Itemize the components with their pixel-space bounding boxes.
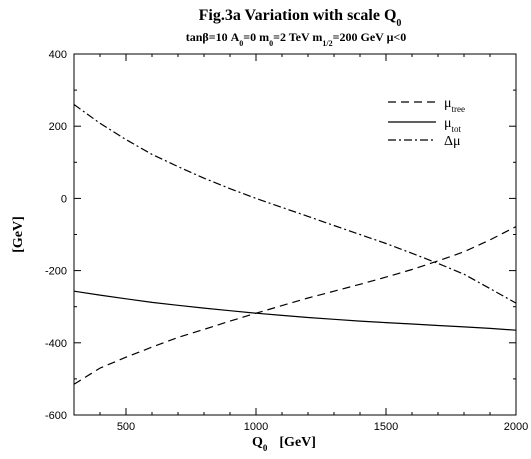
chart-title: Fig.3a Variation with scale Q0 — [199, 7, 402, 29]
x-tick-label: 1500 — [374, 421, 398, 433]
x-tick-label: 500 — [117, 421, 135, 433]
y-tick-label: -200 — [45, 266, 67, 278]
y-axis-label: [GeV] — [11, 216, 26, 253]
y-tick-label: -400 — [45, 338, 67, 350]
legend-label: μtot — [444, 116, 462, 134]
axes: 500 1000 1500 2000 -600 -400 -200 0 200 400 Q0 [GeV… — [11, 49, 528, 453]
y-tick-label: 400 — [49, 49, 67, 61]
chart-subtitle: tanβ=10 A0=0 m0=2 TeV m1/2=200 GeV μ<0 — [186, 30, 406, 48]
series-line-tree — [73, 226, 517, 385]
legend-label: Δμ — [444, 134, 461, 149]
series-line-tot — [73, 290, 517, 331]
series-line-delta-mu — [73, 104, 517, 304]
x-tick-label: 2000 — [504, 421, 528, 433]
y-tick-label: 200 — [49, 121, 67, 133]
x-tick-label: 1000 — [244, 421, 268, 433]
x-axis-label: Q0 [GeV] — [252, 435, 316, 453]
y-tick-label: -600 — [45, 410, 67, 422]
y-tick-label: 0 — [61, 193, 67, 205]
legend-label: μtree — [444, 96, 465, 114]
plot-area — [73, 104, 517, 385]
